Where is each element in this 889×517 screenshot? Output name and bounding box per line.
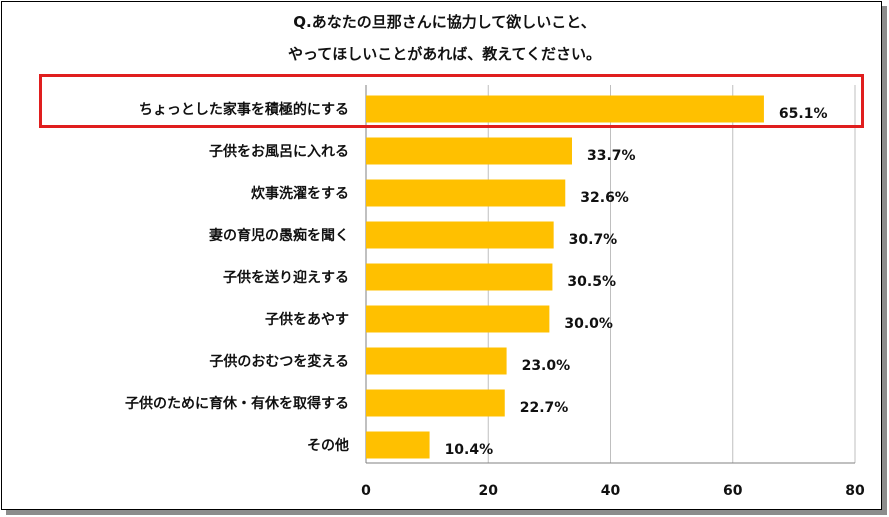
value-label: 33.7% xyxy=(587,148,636,164)
bar xyxy=(366,221,554,249)
bar xyxy=(366,137,572,165)
value-label: 22.7% xyxy=(520,400,569,416)
x-tick-label: 0 xyxy=(361,483,371,499)
bar xyxy=(366,179,566,207)
category-label: 子供のおむつを変える xyxy=(209,353,349,370)
bar xyxy=(366,263,553,291)
x-tick-label: 60 xyxy=(723,483,743,499)
category-label: ちょっとした家事を積極的にする xyxy=(139,101,349,118)
bar xyxy=(366,347,507,375)
category-label: その他 xyxy=(307,437,349,454)
category-label: 妻の育児の愚痴を聞く xyxy=(209,227,349,244)
x-tick-label: 80 xyxy=(845,483,865,499)
chart-frame xyxy=(1,1,882,510)
bar xyxy=(366,389,505,417)
category-label: 子供のために育休・有休を取得する xyxy=(125,395,349,412)
value-label: 30.0% xyxy=(564,316,613,332)
category-label: 炊事洗濯をする xyxy=(251,185,349,202)
value-label: 10.4% xyxy=(445,442,494,458)
x-tick-label: 40 xyxy=(601,483,621,499)
bar xyxy=(366,95,764,123)
chart-title-line-1: Q.あなたの旦那さんに協力して欲しいこと、 xyxy=(293,13,596,31)
chart-title-line-2: やってほしいことがあれば、教えてください。 xyxy=(287,45,602,63)
category-label: 子供をあやす xyxy=(265,311,349,328)
category-label: 子供をお風呂に入れる xyxy=(209,143,349,160)
value-label: 30.7% xyxy=(569,232,618,248)
x-tick-label: 20 xyxy=(479,483,499,499)
highlight-box xyxy=(39,74,864,128)
value-label: 30.5% xyxy=(567,274,616,290)
value-label: 23.0% xyxy=(522,358,571,374)
value-label: 65.1% xyxy=(779,106,828,122)
value-label: 32.6% xyxy=(580,190,629,206)
category-label: 子供を送り迎えする xyxy=(223,269,349,286)
bar xyxy=(366,305,550,333)
bar xyxy=(366,431,430,459)
